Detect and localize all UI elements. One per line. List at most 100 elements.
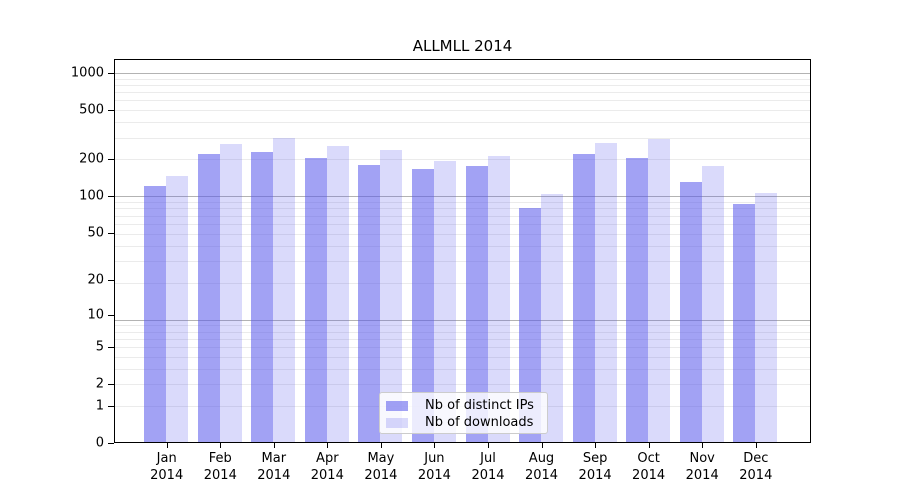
x-tick-label-apr: Apr 2014 bbox=[310, 451, 344, 483]
bar-ips-oct bbox=[626, 158, 649, 443]
y-tick-mark-2 bbox=[108, 384, 114, 386]
minor-gridline-799 bbox=[114, 85, 811, 86]
bar-ips-feb bbox=[197, 154, 220, 443]
bar-downloads-jan bbox=[166, 175, 189, 443]
minor-gridline-399 bbox=[114, 122, 811, 124]
bar-ips-apr bbox=[304, 158, 327, 443]
x-tick-label-may: May 2014 bbox=[364, 451, 398, 483]
x-tick-label-mar: Mar 2014 bbox=[257, 451, 291, 483]
x-tick-mark-aug bbox=[541, 443, 543, 448]
minor-gridline-7 bbox=[114, 331, 811, 333]
y-tick-mark-1 bbox=[108, 405, 114, 407]
x-tick-mark-mar bbox=[273, 443, 275, 448]
bar-downloads-aug bbox=[541, 194, 563, 443]
y-tick-mark-1000 bbox=[108, 73, 114, 74]
minor-gridline-29 bbox=[114, 260, 811, 262]
x-tick-mark-nov bbox=[702, 443, 704, 448]
minor-gridline-2 bbox=[114, 384, 811, 386]
minor-gridline-3 bbox=[114, 368, 811, 370]
minor-gridline-299 bbox=[114, 137, 811, 139]
bar-downloads-may bbox=[380, 150, 403, 443]
y-tick-label-0: 0 bbox=[95, 435, 104, 451]
minor-gridline-5 bbox=[114, 347, 811, 349]
minor-gridline-599 bbox=[114, 100, 811, 102]
bar-downloads-mar bbox=[273, 137, 296, 443]
minor-gridline-899 bbox=[114, 78, 811, 80]
bar-ips-jan bbox=[144, 186, 167, 443]
minor-gridline-89 bbox=[114, 202, 811, 203]
bar-downloads-jun bbox=[433, 160, 456, 443]
y-tick-mark-10 bbox=[108, 314, 114, 316]
bar-ips-jul bbox=[465, 166, 488, 443]
x-tick-label-aug: Aug 2014 bbox=[524, 451, 559, 483]
y-tick-label-50: 50 bbox=[87, 225, 104, 240]
y-tick-mark-200 bbox=[108, 159, 114, 160]
x-tick-mark-may bbox=[380, 443, 382, 448]
minor-gridline-49 bbox=[114, 233, 811, 235]
y-tick-mark-100 bbox=[108, 195, 114, 197]
x-tick-label-nov: Nov 2014 bbox=[685, 451, 719, 483]
major-gridline-9 bbox=[114, 319, 811, 321]
y-tick-mark-0 bbox=[108, 443, 114, 444]
minor-gridline-6 bbox=[114, 338, 811, 340]
bar-downloads-feb bbox=[219, 144, 242, 443]
bar-ips-mar bbox=[251, 151, 274, 443]
bar-downloads-nov bbox=[701, 165, 724, 443]
minor-gridline-8 bbox=[114, 325, 811, 327]
x-tick-label-jun: Jun 2014 bbox=[417, 451, 451, 483]
bar-ips-dec bbox=[733, 203, 756, 443]
bar-downloads-oct bbox=[648, 139, 671, 443]
y-tick-label-1: 1 bbox=[95, 398, 104, 414]
minor-gridline-79 bbox=[114, 208, 811, 210]
bar-downloads-dec bbox=[755, 192, 778, 443]
plot-area bbox=[114, 59, 811, 443]
minor-gridline-19 bbox=[114, 282, 811, 284]
legend-label-downloads: Nb of downloads bbox=[425, 415, 534, 430]
legend-row-distinct-ips: Nb of distinct IPs bbox=[386, 397, 541, 414]
minor-gridline-499 bbox=[114, 110, 811, 112]
minor-gridline-69 bbox=[114, 215, 811, 217]
x-tick-mark-jun bbox=[434, 443, 436, 448]
x-tick-label-feb: Feb 2014 bbox=[203, 451, 237, 483]
y-tick-label-500: 500 bbox=[79, 102, 104, 118]
y-tick-mark-20 bbox=[108, 280, 114, 281]
minor-gridline-4 bbox=[114, 356, 811, 358]
x-tick-label-jul: Jul 2014 bbox=[471, 451, 505, 483]
minor-gridline-39 bbox=[114, 245, 811, 247]
minor-gridline-699 bbox=[114, 92, 811, 94]
x-tick-mark-feb bbox=[220, 443, 222, 448]
legend: Nb of distinct IPs Nb of downloads bbox=[379, 392, 548, 434]
y-tick-label-10: 10 bbox=[87, 307, 104, 323]
bar-downloads-jul bbox=[487, 155, 510, 443]
bar-ips-sep bbox=[572, 154, 595, 443]
y-tick-label-100: 100 bbox=[79, 188, 104, 204]
y-tick-label-2: 2 bbox=[95, 376, 104, 392]
minor-gridline-199 bbox=[114, 159, 811, 161]
legend-label-distinct-ips: Nb of distinct IPs bbox=[425, 398, 534, 413]
x-tick-mark-apr bbox=[327, 443, 329, 448]
x-tick-label-dec: Dec 2014 bbox=[739, 451, 773, 483]
x-tick-mark-jan bbox=[166, 443, 168, 448]
bar-downloads-apr bbox=[326, 146, 349, 443]
chart-title: ALLMLL 2014 bbox=[412, 37, 513, 55]
bar-ips-jun bbox=[411, 168, 434, 443]
y-tick-label-5: 5 bbox=[95, 339, 104, 355]
major-gridline-99 bbox=[114, 196, 811, 198]
bar-ips-nov bbox=[679, 181, 702, 443]
x-tick-mark-dec bbox=[755, 443, 757, 448]
bar-ips-aug bbox=[519, 207, 541, 443]
major-gridline-999 bbox=[114, 73, 811, 75]
x-tick-mark-jul bbox=[488, 443, 489, 448]
x-tick-label-oct: Oct 2014 bbox=[632, 451, 666, 483]
x-tick-label-sep: Sep 2014 bbox=[578, 451, 612, 483]
legend-swatch-downloads bbox=[386, 417, 408, 428]
legend-swatch-distinct-ips bbox=[386, 400, 408, 411]
bar-ips-may bbox=[358, 164, 381, 443]
x-tick-label-jan: Jan 2014 bbox=[150, 451, 184, 483]
y-tick-label-20: 20 bbox=[87, 272, 104, 288]
y-tick-mark-50 bbox=[108, 232, 114, 234]
x-tick-mark-oct bbox=[648, 443, 650, 448]
y-tick-mark-5 bbox=[108, 347, 114, 349]
y-tick-mark-500 bbox=[108, 110, 114, 112]
